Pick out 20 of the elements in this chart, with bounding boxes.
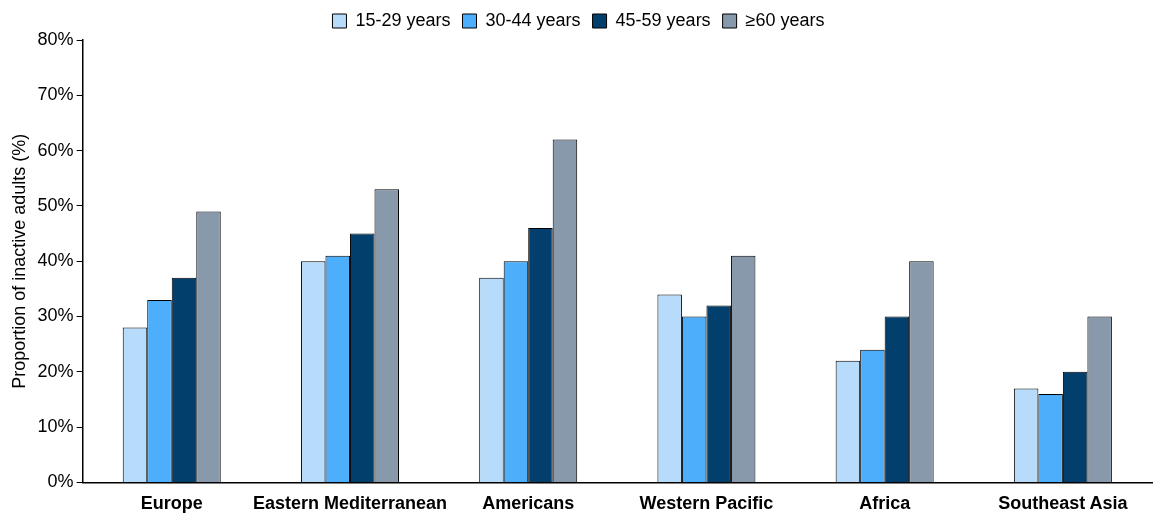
y-tick-label: 60% [37,139,74,160]
x-tick-label: Africa [859,493,912,514]
y-tick-label: 0% [47,471,74,492]
legend-label: 30-44 years [485,9,581,30]
x-tick-label: Western Pacific [639,493,774,514]
y-tick-label: 30% [37,305,74,326]
y-tick-label: 40% [37,250,74,271]
y-tick-label: 50% [37,194,74,215]
legend-label: ≥60 years [745,9,825,30]
x-tick-label: Eastern Mediterranean [252,493,448,514]
y-tick-label: 10% [37,416,74,437]
y-tick-label: 20% [37,360,74,381]
legend-label: 45-59 years [615,9,711,30]
x-tick-label: Europe [140,493,203,514]
x-tick-label: Southeast Asia [998,493,1129,514]
y-tick-label: 80% [37,28,74,49]
y-tick-label: 70% [37,84,74,105]
y-axis-title: Proportion of inactive adults (%) [8,133,29,389]
x-tick-label: Americans [482,493,575,514]
legend-label: 15-29 years [355,9,451,30]
